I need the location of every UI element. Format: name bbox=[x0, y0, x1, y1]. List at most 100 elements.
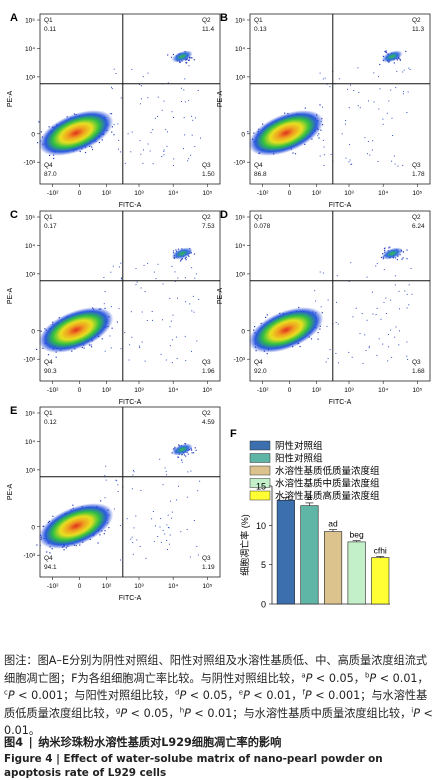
event-dot bbox=[382, 123, 384, 125]
event-dot bbox=[177, 297, 178, 299]
event-dot bbox=[153, 271, 155, 273]
event-dot bbox=[325, 361, 327, 363]
event-dot bbox=[163, 154, 165, 156]
event-dot bbox=[341, 133, 343, 135]
y-tick-label: -10³ bbox=[23, 553, 35, 560]
event-dot bbox=[187, 160, 189, 162]
event-dot bbox=[172, 250, 175, 252]
x-axis-title: FITC-A bbox=[329, 202, 352, 209]
event-dot bbox=[329, 349, 331, 351]
event-dot bbox=[112, 265, 114, 267]
quadrant-value-q4: 90.3 bbox=[44, 368, 57, 375]
event-dot bbox=[396, 70, 398, 72]
event-dot bbox=[113, 124, 115, 125]
event-dot bbox=[292, 152, 294, 154]
event-dot bbox=[170, 500, 171, 502]
y-tick-label: 10⁵ bbox=[235, 215, 245, 222]
event-dot bbox=[180, 260, 182, 262]
apoptotic-population bbox=[381, 50, 403, 63]
event-dot bbox=[351, 356, 353, 358]
legend-label: 水溶性基质低质量浓度组 bbox=[275, 465, 380, 477]
event-dot bbox=[193, 253, 196, 255]
p-symbol: P bbox=[304, 689, 312, 702]
x-tick-label: -10² bbox=[47, 387, 59, 394]
event-dot bbox=[188, 255, 190, 257]
event-dot bbox=[88, 344, 90, 346]
event-dot bbox=[181, 87, 182, 89]
legend-label: 水溶性基质中质量浓度组 bbox=[275, 478, 380, 490]
event-dot bbox=[190, 154, 192, 156]
event-dot bbox=[120, 559, 121, 561]
flow-panel-c: C Q1 0.17 Q2 7.53 Q3 1.96 Q4 90.3 10⁵ 10⁴ 10³ 0 -10³ -… bbox=[7, 209, 221, 406]
event-dot bbox=[48, 126, 50, 128]
panel-letter: C bbox=[10, 209, 18, 221]
event-dot bbox=[117, 491, 119, 492]
x-tick-label: 10⁵ bbox=[412, 190, 422, 197]
event-dot bbox=[140, 153, 142, 155]
event-dot bbox=[140, 287, 142, 289]
event-dot bbox=[163, 150, 165, 152]
event-dot bbox=[345, 157, 347, 159]
chart-legend: 阴性对照组阳性对照组水溶性基质低质量浓度组水溶性基质中质量浓度组水溶性基质高质量… bbox=[249, 440, 380, 502]
event-dot bbox=[406, 249, 408, 251]
event-dot bbox=[393, 62, 395, 64]
event-dot bbox=[140, 489, 142, 491]
event-dot bbox=[171, 362, 173, 364]
event-dot bbox=[183, 148, 184, 150]
event-dot bbox=[384, 50, 386, 53]
event-dot bbox=[378, 338, 380, 340]
event-dot bbox=[104, 350, 106, 352]
note-label: 图注： bbox=[4, 654, 38, 667]
event-dot bbox=[402, 257, 404, 259]
event-dot bbox=[144, 291, 146, 292]
event-dot bbox=[349, 159, 351, 161]
event-dot bbox=[49, 552, 51, 554]
event-dot bbox=[135, 268, 137, 269]
event-dot bbox=[349, 144, 350, 146]
y-axis-title: PE-A bbox=[7, 484, 14, 501]
event-dot bbox=[110, 113, 113, 115]
quadrant-value-q4: 92.0 bbox=[254, 368, 267, 375]
event-dot bbox=[108, 527, 110, 529]
legend-swatch bbox=[249, 478, 271, 488]
y-tick-label: 10⁵ bbox=[235, 18, 245, 25]
event-dot bbox=[265, 316, 267, 318]
apoptotic-population bbox=[171, 50, 193, 63]
event-dot bbox=[372, 140, 374, 142]
bar bbox=[323, 531, 343, 605]
event-dot bbox=[166, 474, 168, 476]
event-dot bbox=[143, 149, 144, 151]
event-dot bbox=[164, 467, 166, 469]
event-dot bbox=[133, 527, 135, 529]
bar bbox=[276, 499, 295, 605]
event-dot bbox=[162, 283, 164, 285]
event-dot bbox=[394, 163, 396, 165]
x-tick-label: 10⁴ bbox=[378, 190, 388, 197]
panel-letter: B bbox=[220, 12, 228, 24]
figure-title-zh: 图4 | 纳米珍珠粉水溶性基质对L929细胞凋亡率的影响 bbox=[4, 736, 282, 749]
event-dot bbox=[127, 133, 129, 135]
event-dot bbox=[391, 356, 393, 358]
event-dot bbox=[173, 117, 175, 118]
event-dot bbox=[177, 277, 179, 279]
y-tick-label: 0 bbox=[261, 600, 266, 610]
event-dot bbox=[247, 131, 249, 133]
event-dot bbox=[111, 88, 113, 90]
p-symbol: P bbox=[305, 671, 313, 685]
event-dot bbox=[124, 332, 126, 334]
p-symbol: P bbox=[369, 671, 377, 685]
event-dot bbox=[383, 301, 385, 303]
event-dot bbox=[176, 499, 178, 501]
quadrant-label-q2: Q2 bbox=[202, 17, 211, 24]
x-tick-label: 10⁵ bbox=[202, 190, 212, 197]
event-dot bbox=[120, 151, 122, 153]
event-dot bbox=[39, 544, 41, 546]
panel-letter-f: F bbox=[230, 428, 237, 440]
event-dot bbox=[380, 318, 382, 320]
quadrant-label-q3: Q3 bbox=[412, 162, 421, 169]
event-dot bbox=[405, 50, 407, 52]
event-dot bbox=[174, 446, 176, 448]
event-dot bbox=[184, 443, 186, 445]
p-symbol: P bbox=[413, 706, 420, 720]
event-dot bbox=[170, 320, 172, 322]
